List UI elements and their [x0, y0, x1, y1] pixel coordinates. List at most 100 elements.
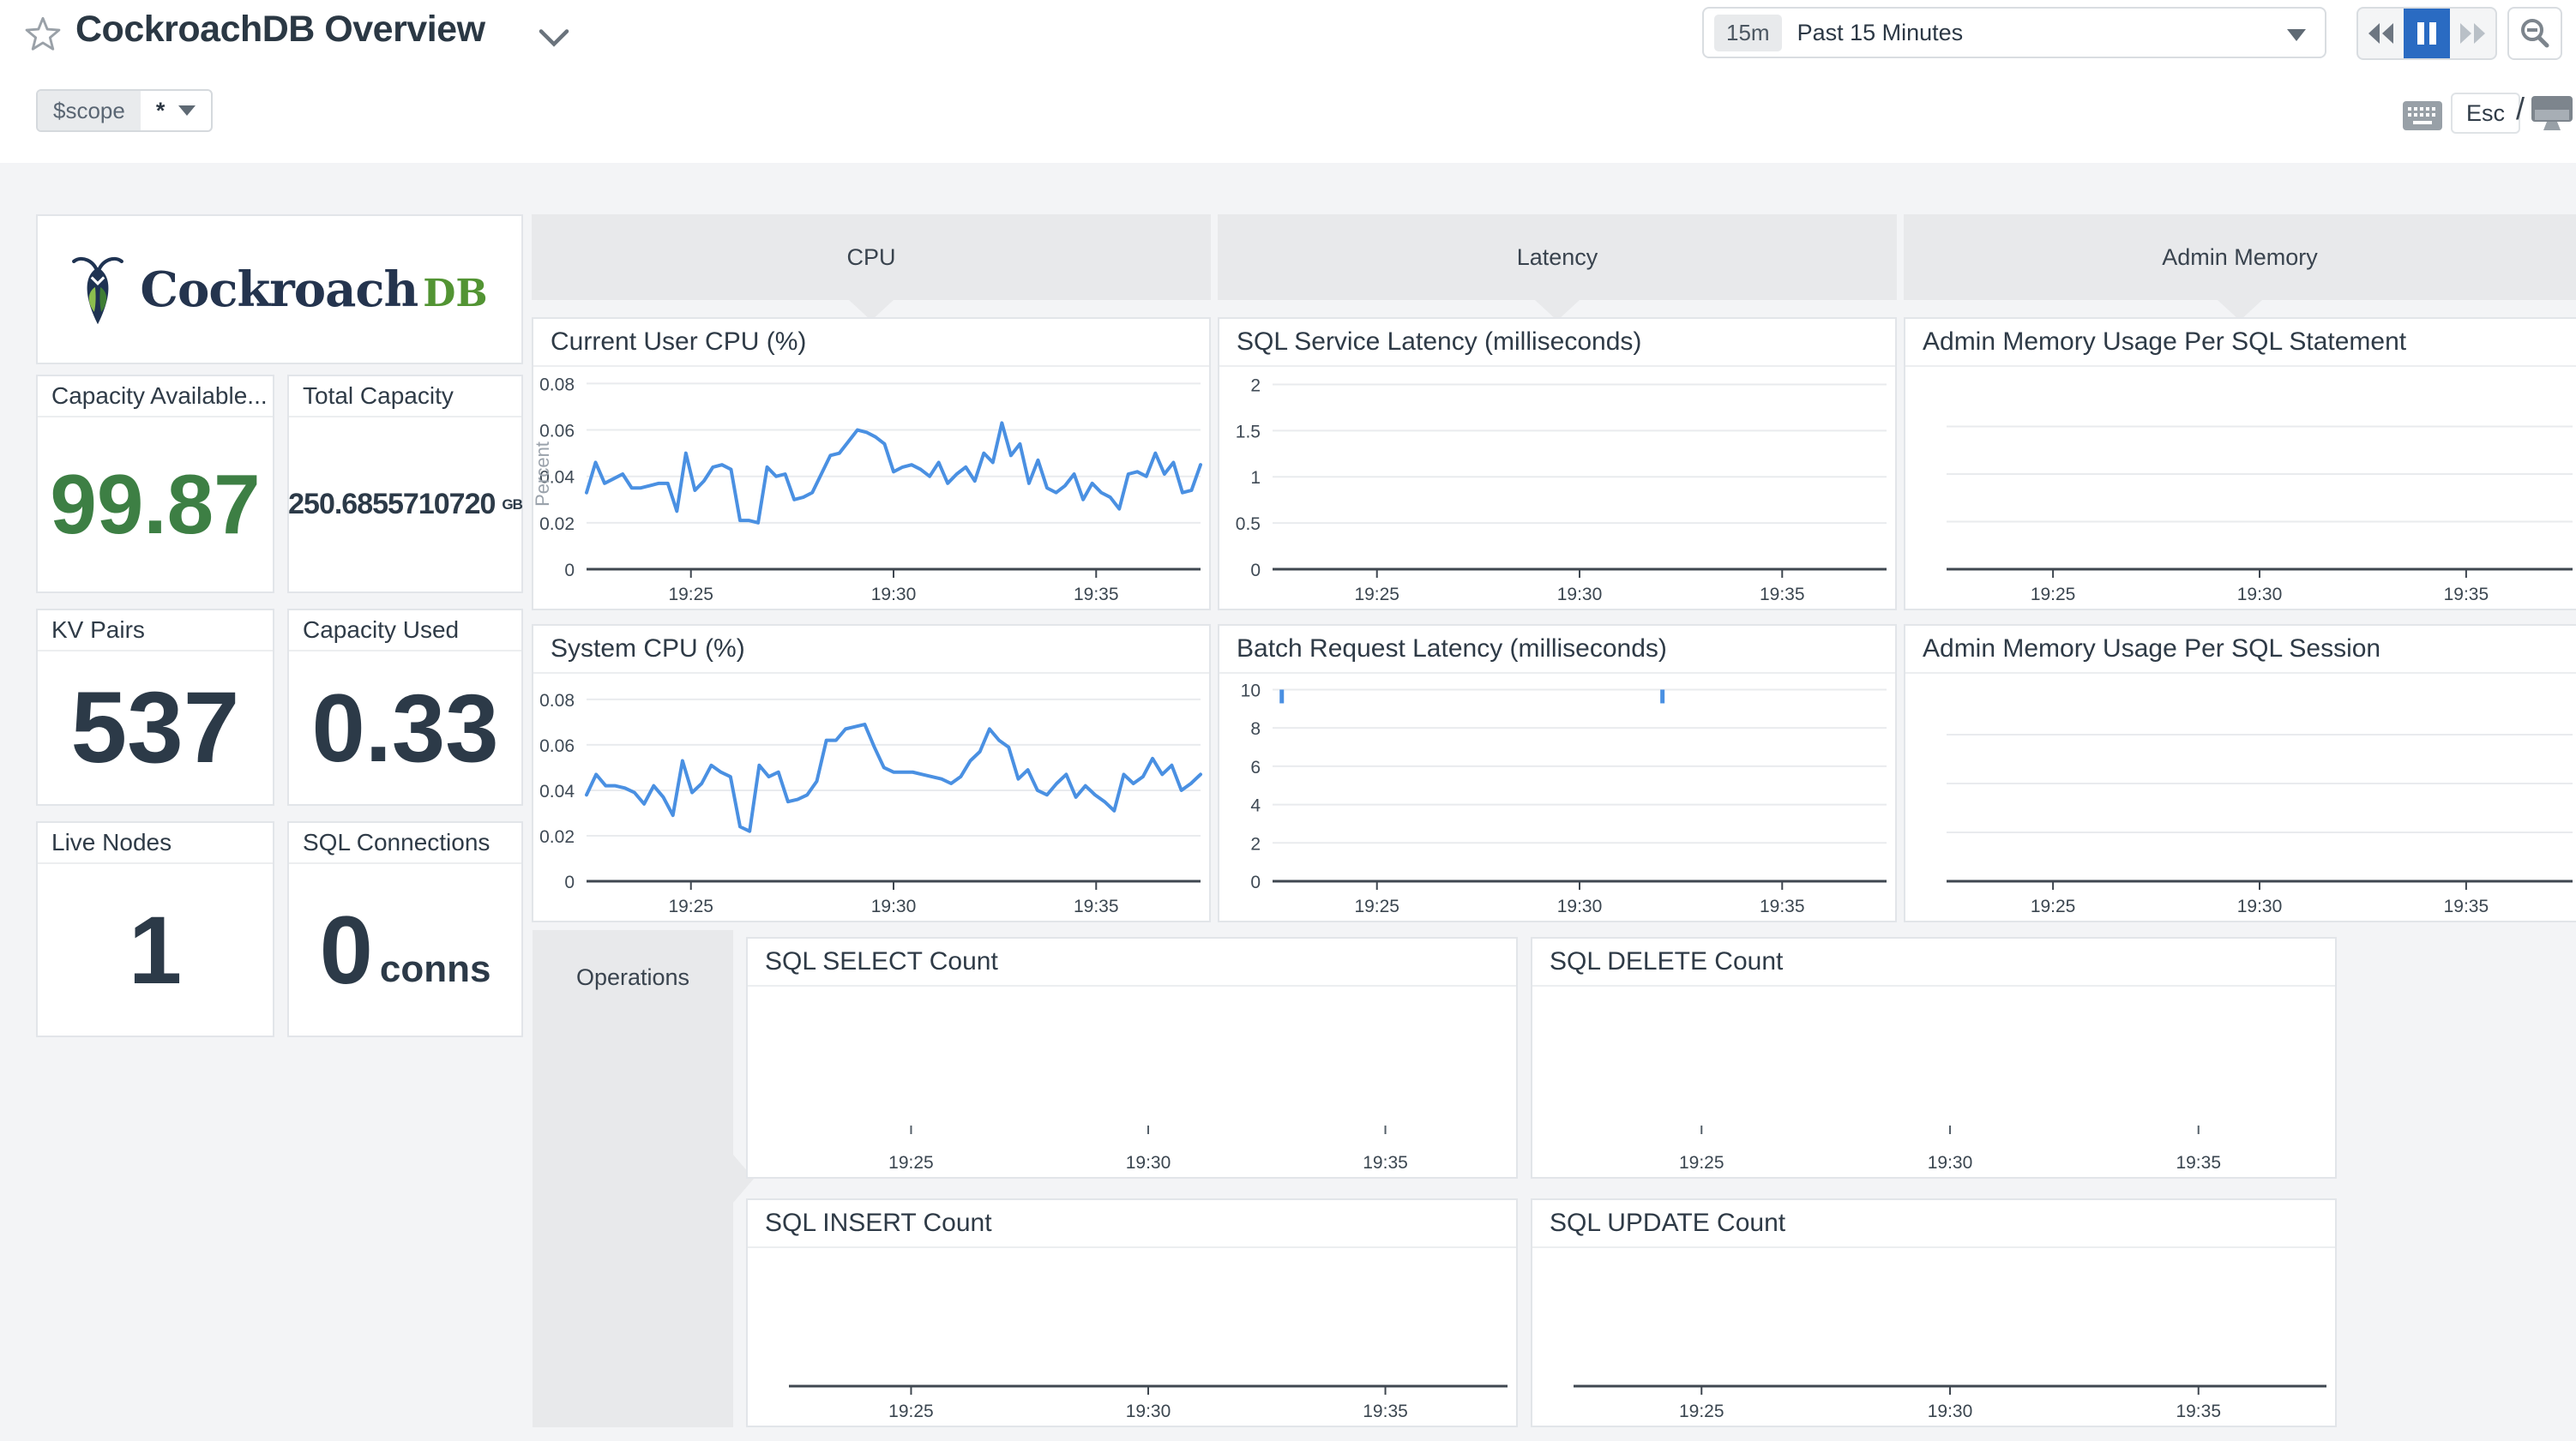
- template-variable-scope[interactable]: $scope *: [36, 89, 214, 132]
- stat-card-live-nodes: Live Nodes 1: [36, 821, 274, 1037]
- stat-value: 99.87: [50, 457, 261, 551]
- chart-plot-sql-update-count[interactable]: 19:25 19:30 19:35: [1532, 1248, 2335, 1426]
- chart-title: SQL INSERT Count: [748, 1200, 1516, 1248]
- stat-unit: conns: [379, 948, 491, 990]
- chart-panel-sql-insert-count: SQL INSERT Count 19:25 19:30 19:35: [746, 1198, 1518, 1427]
- chart-title: SQL SELECT Count: [748, 939, 1516, 987]
- svg-text:0: 0: [564, 873, 575, 892]
- time-range-caret-icon: [2287, 29, 2306, 41]
- logo-brand-text: Cockroach: [140, 261, 418, 318]
- svg-text:19:30: 19:30: [2237, 897, 2283, 916]
- svg-text:0.06: 0.06: [539, 422, 575, 441]
- chart-plot-system-cpu[interactable]: 0 0.02 0.04 0.06 0.08 19:25 19:30 19:35: [533, 674, 1209, 921]
- svg-text:19:30: 19:30: [1557, 585, 1603, 604]
- chart-panel-admin-memory-session: Admin Memory Usage Per SQL Session 19:25…: [1904, 624, 2576, 922]
- stat-card-sql-connections: SQL Connections 0 conns: [287, 821, 523, 1037]
- svg-text:19:35: 19:35: [1363, 1153, 1408, 1173]
- cockroachdb-logo-card: Cockroach DB: [36, 214, 523, 364]
- svg-text:19:35: 19:35: [1363, 1402, 1408, 1421]
- group-label: Operations: [575, 964, 690, 990]
- forward-button[interactable]: [2450, 9, 2495, 58]
- svg-text:19:30: 19:30: [1126, 1402, 1171, 1421]
- stat-title: Capacity Used: [289, 610, 521, 651]
- stat-value: 1: [128, 896, 183, 1004]
- svg-text:19:30: 19:30: [2237, 585, 2283, 604]
- group-header-operations[interactable]: Operations: [533, 930, 754, 1427]
- chart-panel-admin-memory-statement: Admin Memory Usage Per SQL Statement 19:…: [1904, 317, 2576, 610]
- template-variable-name: $scope: [38, 91, 141, 130]
- pause-button[interactable]: [2404, 9, 2450, 58]
- stat-title: Total Capacity: [289, 376, 521, 417]
- svg-text:0.06: 0.06: [539, 736, 575, 756]
- svg-text:19:25: 19:25: [888, 1402, 934, 1421]
- stat-unit: GB: [502, 495, 522, 513]
- svg-text:19:35: 19:35: [1760, 897, 1805, 916]
- chart-plot-current-user-cpu[interactable]: 0 0.02 0.04 0.06 0.08 Percent 19:25 19:30 19:35: [532, 367, 1209, 609]
- chart-plot-batch-request-latency[interactable]: 0 2 4 6 8 10 19:25 19:30 19:35: [1219, 674, 1895, 921]
- stat-card-total-capacity: Total Capacity 250.6855710720 GB: [287, 375, 523, 593]
- fast-forward-icon: [2460, 23, 2486, 44]
- time-range-picker[interactable]: 15m Past 15 Minutes: [1702, 7, 2326, 58]
- svg-text:2: 2: [1250, 834, 1261, 854]
- page-title: CockroachDB Overview: [75, 9, 485, 50]
- svg-text:19:30: 19:30: [1557, 897, 1603, 916]
- svg-text:19:35: 19:35: [1074, 897, 1119, 916]
- time-range-badge: 15m: [1714, 14, 1782, 51]
- group-label: CPU: [846, 243, 896, 270]
- group-header-cpu[interactable]: CPU: [532, 214, 1211, 321]
- dashboard-header: CockroachDB Overview 15m Past 15 Minutes: [0, 0, 2576, 163]
- chart-plot-sql-select-count[interactable]: 19:25 19:30 19:35: [748, 987, 1516, 1177]
- svg-text:19:25: 19:25: [1354, 585, 1399, 604]
- keyboard-shortcuts-icon[interactable]: [2403, 101, 2442, 130]
- chart-title: Admin Memory Usage Per SQL Statement: [1905, 319, 2576, 367]
- chart-title: System CPU (%): [533, 626, 1209, 674]
- svg-text:0.08: 0.08: [539, 375, 575, 394]
- svg-text:19:35: 19:35: [2176, 1153, 2221, 1173]
- group-label: Admin Memory: [2162, 243, 2318, 270]
- chart-plot-sql-service-latency[interactable]: 0 0.5 1 1.5 2 19:25 19:30 19:35: [1219, 367, 1895, 609]
- stat-title: Live Nodes: [38, 823, 273, 864]
- svg-text:1: 1: [1250, 468, 1261, 488]
- chart-title: Current User CPU (%): [533, 319, 1209, 367]
- svg-text:10: 10: [1241, 681, 1261, 700]
- rewind-button[interactable]: [2358, 9, 2404, 58]
- svg-text:0.08: 0.08: [539, 691, 575, 711]
- chart-panel-sql-delete-count: SQL DELETE Count 19:25 19:30 19:35: [1531, 937, 2337, 1179]
- group-header-admin-memory[interactable]: Admin Memory: [1904, 214, 2576, 321]
- stat-title: KV Pairs: [38, 610, 273, 651]
- svg-text:19:25: 19:25: [1679, 1153, 1724, 1173]
- playback-controls: [2356, 7, 2497, 60]
- svg-text:19:25: 19:25: [668, 585, 713, 604]
- svg-text:19:25: 19:25: [2031, 585, 2076, 604]
- rewind-icon: [2368, 23, 2393, 44]
- stat-card-capacity-available: Capacity Available... 99.87: [36, 375, 274, 593]
- svg-text:19:30: 19:30: [871, 585, 917, 604]
- chart-plot-admin-memory-statement[interactable]: 19:25 19:30 19:35: [1905, 367, 2576, 609]
- chart-plot-admin-memory-session[interactable]: 19:25 19:30 19:35: [1905, 674, 2576, 921]
- svg-text:19:35: 19:35: [2444, 897, 2489, 916]
- svg-text:19:25: 19:25: [2031, 897, 2076, 916]
- title-chevron-down-icon[interactable]: [539, 27, 569, 48]
- chart-panel-sql-service-latency: SQL Service Latency (milliseconds) 0 0.5 1…: [1218, 317, 1897, 610]
- svg-text:19:30: 19:30: [1928, 1153, 1973, 1173]
- group-label: Latency: [1516, 243, 1598, 270]
- stat-title: Capacity Available...: [38, 376, 273, 417]
- chart-panel-current-user-cpu: Current User CPU (%) 0 0.02 0.04 0.06 0.08 Pe…: [532, 317, 1211, 610]
- svg-text:19:25: 19:25: [1679, 1402, 1724, 1421]
- chart-title: SQL DELETE Count: [1532, 939, 2335, 987]
- chart-panel-batch-request-latency: Batch Request Latency (milliseconds) 0 2 4…: [1218, 624, 1897, 922]
- svg-text:19:30: 19:30: [871, 897, 917, 916]
- cockroachdb-bug-icon: [72, 256, 124, 324]
- svg-text:19:25: 19:25: [888, 1153, 934, 1173]
- group-header-latency[interactable]: Latency: [1218, 214, 1897, 321]
- zoom-out-button[interactable]: [2507, 7, 2562, 60]
- stat-card-capacity-used: Capacity Used 0.33: [287, 609, 523, 806]
- esc-key-hint: Esc: [2451, 93, 2521, 134]
- svg-text:19:35: 19:35: [1760, 585, 1805, 604]
- tv-mode-icon[interactable]: [2531, 96, 2573, 134]
- stat-value: 0.33: [311, 674, 499, 782]
- chart-plot-sql-insert-count[interactable]: 19:25 19:30 19:35: [748, 1248, 1516, 1426]
- logo-suffix-text: DB: [423, 271, 488, 315]
- favorite-star-icon[interactable]: [24, 15, 62, 53]
- chart-plot-sql-delete-count[interactable]: 19:25 19:30 19:35: [1532, 987, 2335, 1177]
